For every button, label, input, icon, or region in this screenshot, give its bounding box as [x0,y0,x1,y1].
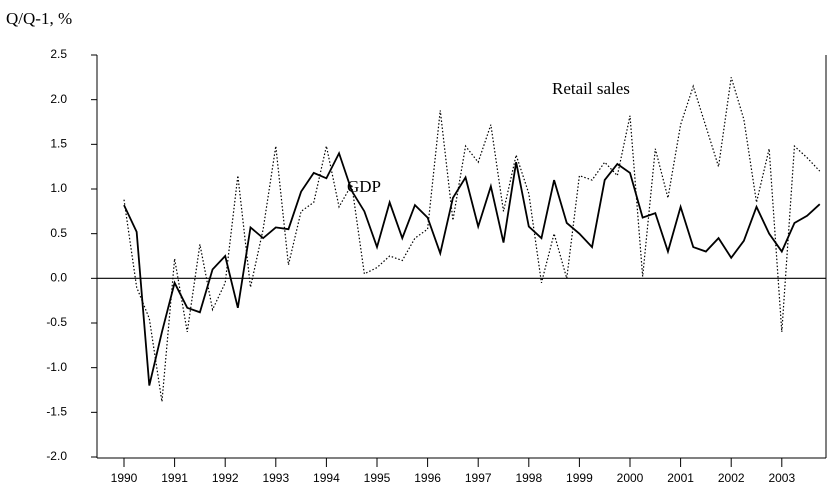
line-series [123,77,821,402]
y-tick-label: 1.5 [50,137,67,151]
x-tick-label: 1997 [465,471,492,485]
x-tick-label: 2000 [617,471,644,485]
y-tick-label: -0.5 [46,315,67,329]
x-tick-label: 2001 [667,471,694,485]
y-tick-label: 2.5 [50,47,67,61]
x-tick-label: 2002 [718,471,745,485]
y-tick-label: -2.0 [46,449,67,463]
x-tick-label: 1993 [262,471,289,485]
y-tick-label: -1.5 [46,405,67,419]
line-series [123,150,821,386]
x-tick-label: 1994 [313,471,340,485]
x-tick-label: 1996 [414,471,441,485]
y-tick-label: 0.5 [50,226,67,240]
y-tick-label: -1.0 [46,360,67,374]
series-label: Retail sales [552,79,630,98]
x-tick-label: 2003 [768,471,795,485]
x-tick-label: 1991 [161,471,188,485]
x-tick-label: 1999 [566,471,593,485]
series-label: GDP [347,177,381,196]
y-tick-label: 0.0 [50,271,67,285]
x-tick-label: 1995 [364,471,391,485]
x-tick-label: 1998 [515,471,542,485]
y-tick-label: 1.0 [50,181,67,195]
x-tick-label: 1990 [111,471,138,485]
y-tick-label: 2.0 [50,92,67,106]
y-axis-label: Q/Q-1, % [6,9,72,28]
x-tick-label: 1992 [212,471,239,485]
